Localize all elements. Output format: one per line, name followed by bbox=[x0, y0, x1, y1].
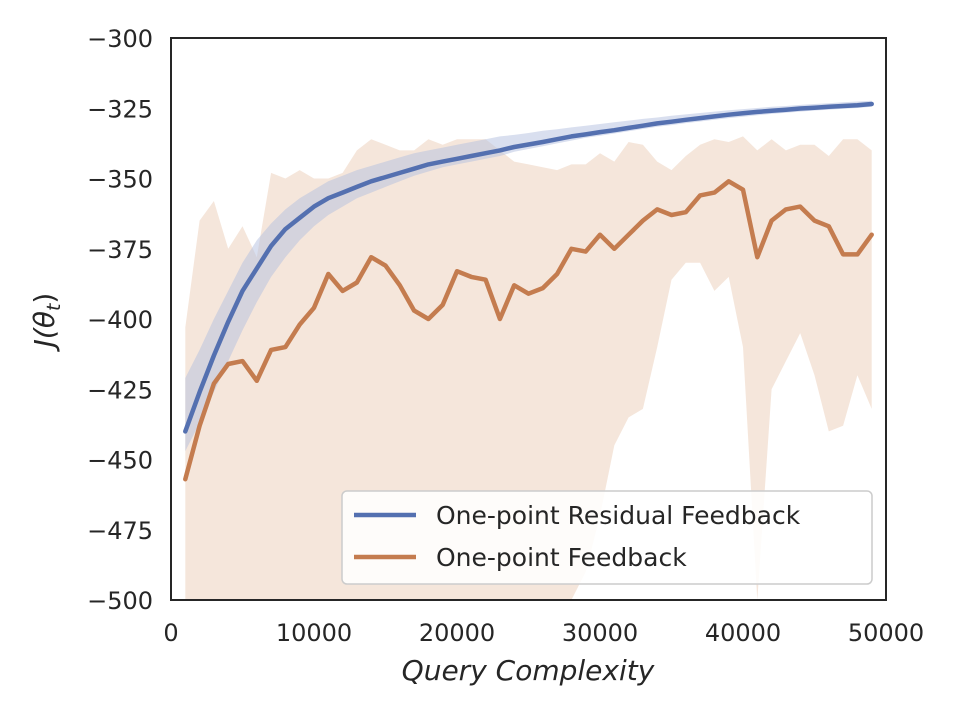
y-tick-label: −475 bbox=[87, 517, 153, 545]
legend-box bbox=[341, 490, 873, 585]
legend-label-feedback: One-point Feedback bbox=[436, 543, 687, 572]
x-tick-label: 20000 bbox=[419, 619, 495, 647]
y-tick-label: −350 bbox=[87, 166, 153, 194]
y-tick-label: −325 bbox=[87, 95, 153, 123]
series-line-feedback bbox=[183, 179, 874, 482]
x-tick-label: 30000 bbox=[562, 619, 638, 647]
y-axis-label: J(θt) bbox=[28, 293, 65, 353]
series-lines bbox=[183, 101, 874, 482]
series-line-residual bbox=[183, 101, 874, 434]
y-tick-label: −500 bbox=[87, 587, 153, 615]
y-tick-label: −425 bbox=[87, 376, 153, 404]
x-tick-label: 10000 bbox=[276, 619, 352, 647]
y-axis-ticks: −500 −475 −450 −425 −400 −375 −350 −325 −300 bbox=[87, 25, 153, 615]
legend-label-residual: One-point Residual Feedback bbox=[436, 501, 801, 530]
confidence-band-feedback bbox=[185, 136, 872, 600]
x-tick-label: 40000 bbox=[705, 619, 781, 647]
x-tick-label: 50000 bbox=[848, 619, 924, 647]
y-tick-label: −450 bbox=[87, 447, 153, 475]
y-tick-label: −375 bbox=[87, 236, 153, 264]
y-tick-label: −300 bbox=[87, 25, 153, 53]
x-axis-ticks: 0 10000 20000 30000 40000 50000 bbox=[163, 619, 924, 647]
plot-frame bbox=[170, 37, 887, 601]
legend: One-point Residual Feedback One-point Fe… bbox=[341, 490, 873, 585]
x-axis-label: Query Complexity bbox=[402, 654, 655, 687]
y-tick-label: −400 bbox=[87, 306, 153, 334]
x-tick-label: 0 bbox=[163, 619, 178, 647]
